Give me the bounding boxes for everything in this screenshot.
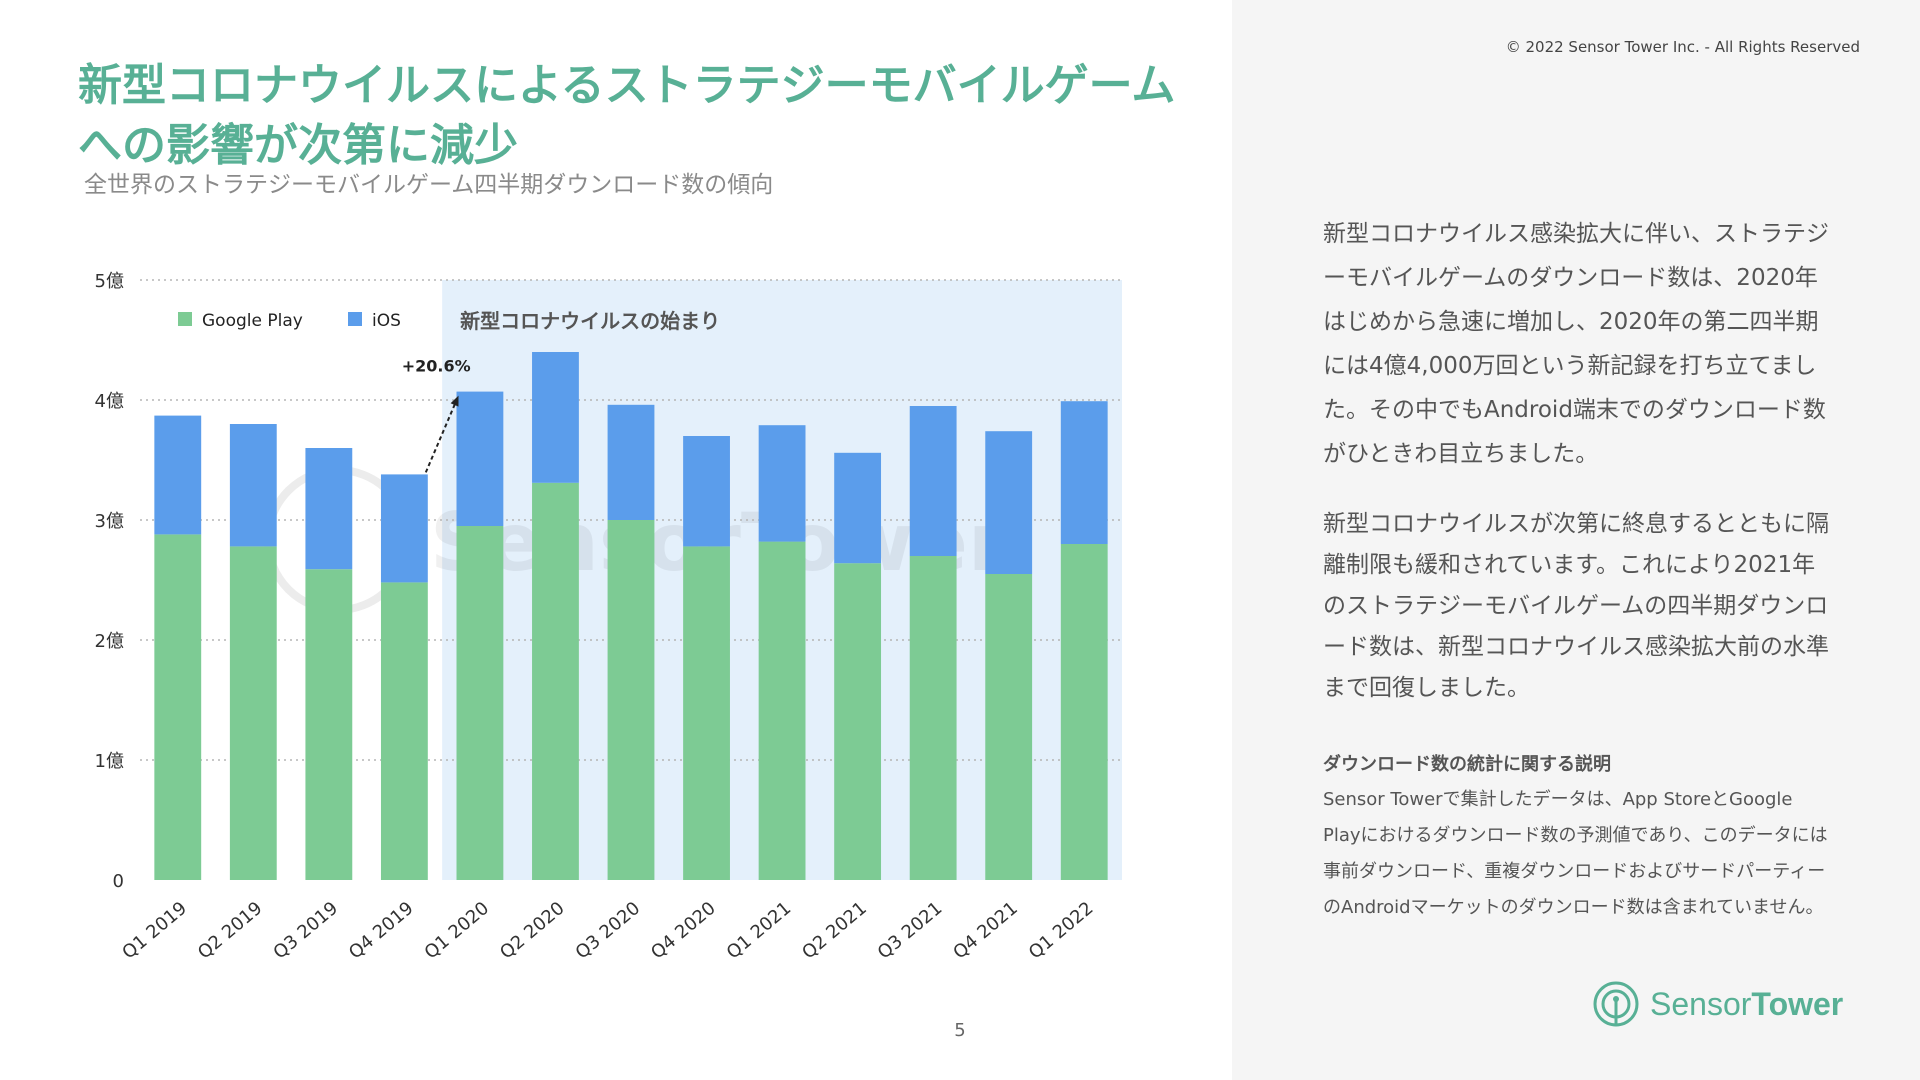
note-body: Sensor Towerで集計したデータは、App StoreとGoogle P… [1323, 789, 1828, 918]
legend-label-google-play: Google Play [202, 311, 303, 331]
bar-ios [305, 448, 353, 570]
x-tick-label: Q1 2021 [723, 898, 796, 964]
bar-ios [229, 424, 277, 547]
bar-ios [154, 415, 202, 535]
logo-word-tower: Tower [1751, 985, 1844, 1022]
x-tick-label: Q3 2021 [874, 898, 947, 964]
bar-ios [456, 391, 504, 526]
bar-google-play [229, 546, 277, 880]
bar-ios [985, 431, 1033, 574]
sensor-tower-logo: SensorTower [1592, 980, 1843, 1028]
bar-google-play [380, 582, 428, 880]
page-number: 5 [954, 1020, 966, 1041]
copyright: © 2022 Sensor Tower Inc. - All Rights Re… [1505, 38, 1860, 56]
y-tick-label: 4億 [95, 391, 124, 412]
page-title: 新型コロナウイルスによるストラテジーモバイルゲーム への影響が次第に減少 [78, 56, 1218, 176]
growth-annotation-label: +20.6% [402, 357, 471, 376]
bar-ios [1060, 401, 1108, 544]
bar-google-play [532, 482, 579, 880]
bar-google-play [834, 563, 882, 880]
x-tick-label: Q1 2020 [421, 898, 494, 964]
bar-google-play [305, 569, 353, 880]
bar-google-play [909, 556, 957, 880]
bar-google-play [456, 526, 504, 880]
legend-swatch-ios [348, 312, 362, 326]
description-paragraph-1: 新型コロナウイルス感染拡大に伴い、ストラテジーモバイルゲームのダウンロード数は、… [1323, 221, 1829, 467]
right-panel [1232, 0, 1920, 1080]
bar-google-play [154, 534, 202, 880]
growth-arrow-head [450, 395, 459, 407]
x-tick-label: Q4 2021 [949, 898, 1022, 964]
bar-ios [532, 352, 579, 483]
x-tick-label: Q1 2019 [118, 898, 191, 964]
bar-ios [683, 436, 730, 547]
bar-ios [758, 425, 806, 542]
x-tick-label: Q2 2019 [194, 898, 267, 964]
y-tick-label: 3億 [95, 511, 124, 532]
x-tick-label: Q2 2020 [496, 898, 569, 964]
y-tick-label: 0 [113, 871, 124, 892]
x-tick-label: Q2 2021 [798, 898, 871, 964]
y-tick-label: 2億 [95, 631, 124, 652]
x-tick-label: Q3 2019 [269, 898, 342, 964]
covid-highlight-label: 新型コロナウイルスの始まり [460, 309, 720, 333]
note-title: ダウンロード数の統計に関する説明 [1323, 754, 1611, 775]
bar-ios [834, 452, 882, 564]
bar-ios [607, 404, 655, 520]
legend-label-ios: iOS [372, 311, 401, 331]
x-tick-label: Q3 2020 [572, 898, 645, 964]
logo-word-sensor: Sensor [1650, 985, 1752, 1022]
title-line-2: への影響が次第に減少 [78, 120, 518, 171]
chart-subtitle: 全世界のストラテジーモバイルゲーム四半期ダウンロード数の傾向 [84, 172, 774, 198]
sensor-tower-logo-icon [1593, 981, 1639, 1027]
description-paragraph-2: 新型コロナウイルスが次第に終息するとともに隔離制限も緩和されています。これにより… [1323, 511, 1829, 701]
x-tick-label: Q4 2020 [647, 898, 720, 964]
y-tick-label: 5億 [95, 271, 124, 292]
x-tick-label: Q1 2022 [1025, 898, 1098, 964]
legend-swatch-google-play [178, 312, 192, 326]
x-tick-label: Q4 2019 [345, 898, 418, 964]
bar-google-play [985, 574, 1033, 880]
bar-google-play [758, 541, 806, 880]
bar-ios [909, 406, 957, 556]
sensor-tower-logo-text: SensorTower [1650, 986, 1843, 1023]
bar-google-play [683, 546, 730, 880]
bar-google-play [1060, 544, 1108, 880]
y-tick-label: 1億 [95, 751, 124, 772]
title-line-1: 新型コロナウイルスによるストラテジーモバイルゲーム [78, 60, 1176, 111]
bar-google-play [607, 520, 655, 880]
bar-ios [380, 474, 428, 583]
